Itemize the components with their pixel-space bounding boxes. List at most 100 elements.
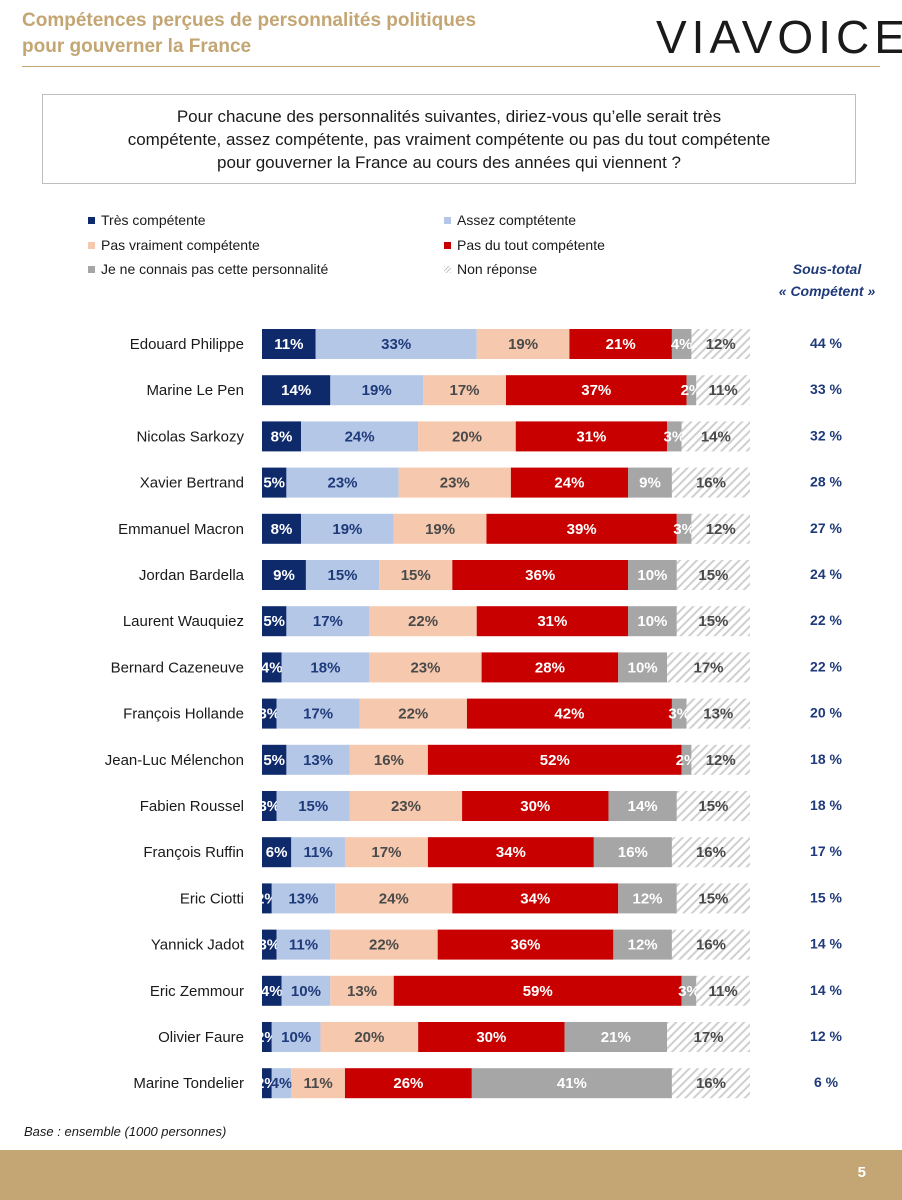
data-label-non-reponse: 16% xyxy=(696,844,726,861)
data-label-assez: 15% xyxy=(298,798,328,815)
bar-segment-assez xyxy=(276,698,360,729)
bar-segment-non-reponse xyxy=(696,375,750,406)
category-label: Bernard Cazeneuve xyxy=(111,659,244,676)
data-label-inconnu: 12% xyxy=(628,937,658,954)
bar-segment-inconnu xyxy=(681,744,692,775)
bar-segment-pas-du-tout xyxy=(515,421,668,452)
data-label-pas-vraiment: 22% xyxy=(408,613,438,630)
bar-segment-non-reponse xyxy=(676,883,750,914)
bar-segment-pas-vraiment xyxy=(359,698,467,729)
legend-swatch-pas-vraiment xyxy=(88,241,95,249)
bar-segment-assez xyxy=(301,421,419,452)
bar-segment-inconnu xyxy=(628,560,677,590)
bar-row: Eric Zemmour 4% 10% 13% 59% 3% 11% 14 % xyxy=(150,975,843,1006)
legend-swatch-inconnu xyxy=(88,265,95,273)
bar-segment-tres xyxy=(262,929,277,960)
viavoice-logo: VIAVOICE xyxy=(656,11,902,63)
bar-row: Edouard Philippe 11% 33% 19% 21% 4% 12% 44 % xyxy=(130,329,843,359)
data-label-tres: 4% xyxy=(261,983,283,1000)
legend-label-pas-vraiment: Pas vraiment compétente xyxy=(101,237,260,253)
title-line-2: pour gouverner la France xyxy=(22,36,252,57)
header-divider xyxy=(22,66,880,67)
category-label: Marine Tondelier xyxy=(133,1075,244,1092)
data-label-pas-du-tout: 34% xyxy=(520,890,550,907)
subtotal-value: 14 % xyxy=(810,982,842,998)
subtotal-header-line-1: Sous-total xyxy=(792,261,862,277)
data-label-pas-vraiment: 15% xyxy=(401,567,431,584)
data-label-pas-du-tout: 36% xyxy=(511,937,541,954)
bar-segment-pas-vraiment xyxy=(418,421,516,452)
legend-swatch-pas-du-tout xyxy=(444,241,451,249)
data-label-non-reponse: 11% xyxy=(709,983,738,1000)
bar-segment-tres xyxy=(262,467,287,498)
bar-row: Eric Ciotti 2% 13% 24% 34% 12% 15% 15 % xyxy=(180,883,843,914)
subtotal-value: 20 % xyxy=(810,705,842,721)
data-label-tres: 3% xyxy=(258,706,280,723)
bar-segment-non-reponse xyxy=(676,560,750,590)
subtotal-value: 12 % xyxy=(810,1028,842,1044)
bar-row: Fabien Roussel 3% 15% 23% 30% 14% 15% 18 % xyxy=(140,791,843,821)
bar-segment-inconnu xyxy=(613,929,672,960)
data-label-pas-vraiment: 23% xyxy=(440,475,470,492)
data-label-inconnu: 10% xyxy=(637,613,667,630)
bar-segment-pas-vraiment xyxy=(369,652,482,683)
bar-segment-tres xyxy=(262,421,302,452)
data-label-pas-du-tout: 30% xyxy=(476,1029,506,1046)
bar-row: Marine Le Pen 14% 19% 17% 37% 2% 11% 33 % xyxy=(146,375,843,406)
data-label-pas-du-tout: 59% xyxy=(523,983,553,1000)
data-label-pas-du-tout: 37% xyxy=(581,382,611,399)
data-label-inconnu: 3% xyxy=(668,706,690,723)
subtotal-value: 17 % xyxy=(810,843,842,859)
bar-segment-tres xyxy=(262,975,282,1006)
bar-segment-tres xyxy=(262,1022,272,1052)
data-label-tres: 8% xyxy=(271,521,293,538)
category-label: Olivier Faure xyxy=(158,1029,244,1046)
subtotal-value: 32 % xyxy=(810,427,842,443)
data-label-pas-vraiment: 19% xyxy=(425,521,455,538)
data-label-pas-vraiment: 22% xyxy=(398,706,428,723)
bar-segment-pas-vraiment xyxy=(320,1022,419,1052)
data-label-non-reponse: 17% xyxy=(694,659,724,676)
bar-segment-assez xyxy=(271,1068,292,1099)
bar-row: François Hollande 3% 17% 22% 42% 3% 13% 20 % xyxy=(123,698,843,729)
subtotal-value: 6 % xyxy=(814,1074,839,1090)
bar-segment-inconnu xyxy=(671,698,687,729)
bar-segment-inconnu xyxy=(618,652,668,683)
bar-segment-pas-vraiment xyxy=(291,1068,345,1099)
category-label: Xavier Bertrand xyxy=(140,475,244,492)
legend-label-pas-du-tout: Pas du tout compétente xyxy=(457,237,605,253)
title-line-1: Compétences perçues de personnalités pol… xyxy=(22,10,477,31)
bar-row: Olivier Faure 2% 10% 20% 30% 21% 17% 12 % xyxy=(158,1022,843,1052)
subtotal-value: 22 % xyxy=(810,612,842,628)
data-label-inconnu: 3% xyxy=(678,983,700,1000)
data-label-tres: 8% xyxy=(271,428,293,445)
bar-row: Jordan Bardella 9% 15% 15% 36% 10% 15% 24 % xyxy=(139,560,843,590)
category-label: François Ruffin xyxy=(143,844,244,861)
bar-segment-tres xyxy=(262,375,331,406)
bar-segment-non-reponse xyxy=(691,329,750,359)
data-label-pas-du-tout: 30% xyxy=(520,798,550,815)
data-label-pas-du-tout: 21% xyxy=(606,336,636,353)
bar-segment-pas-du-tout xyxy=(486,513,677,544)
footer-bar: 5 xyxy=(0,1150,902,1200)
legend-item-tres: Très compétente xyxy=(88,211,206,229)
subtotal-value: 28 % xyxy=(810,474,842,490)
data-label-assez: 15% xyxy=(328,567,358,584)
data-label-tres: 5% xyxy=(263,613,285,630)
page-number: 5 xyxy=(857,1164,866,1181)
bar-segment-tres xyxy=(262,837,292,868)
bar-segment-assez xyxy=(271,883,336,914)
data-label-pas-du-tout: 31% xyxy=(576,428,606,445)
data-label-pas-vraiment: 20% xyxy=(452,428,482,445)
bar-segment-tres xyxy=(262,560,306,590)
legend-item-assez: Assez comptétente xyxy=(444,211,576,229)
bar-segment-inconnu xyxy=(676,513,692,544)
data-label-non-reponse: 16% xyxy=(696,1075,726,1092)
subtotal-value: 27 % xyxy=(810,520,842,536)
data-label-assez: 17% xyxy=(313,613,343,630)
bar-segment-assez xyxy=(315,329,477,359)
category-label: Fabien Roussel xyxy=(140,798,244,815)
data-label-pas-vraiment: 23% xyxy=(410,659,440,676)
legend-item-non-reponse: Non réponse xyxy=(444,260,537,278)
data-label-pas-du-tout: 34% xyxy=(496,844,526,861)
